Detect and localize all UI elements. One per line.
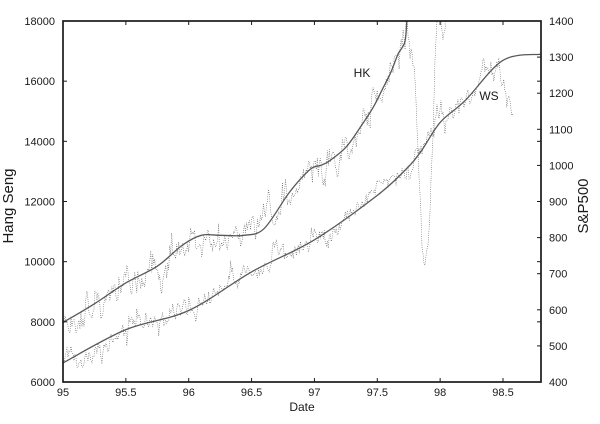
svg-text:97.5: 97.5 xyxy=(367,387,388,399)
svg-text:600: 600 xyxy=(549,305,567,317)
svg-text:10000: 10000 xyxy=(24,257,55,269)
svg-text:1400: 1400 xyxy=(549,16,573,28)
svg-text:1200: 1200 xyxy=(549,88,573,100)
svg-text:500: 500 xyxy=(549,341,567,353)
svg-text:16000: 16000 xyxy=(24,76,55,88)
svg-text:96: 96 xyxy=(183,387,195,399)
svg-text:98: 98 xyxy=(434,387,446,399)
svg-text:97: 97 xyxy=(308,387,320,399)
svg-text:700: 700 xyxy=(549,269,567,281)
svg-text:HK: HK xyxy=(354,66,371,80)
svg-text:800: 800 xyxy=(549,233,567,245)
svg-text:95.5: 95.5 xyxy=(115,387,136,399)
svg-text:14000: 14000 xyxy=(24,136,55,148)
svg-text:6000: 6000 xyxy=(31,377,55,389)
svg-text:1100: 1100 xyxy=(549,124,573,136)
svg-text:95: 95 xyxy=(57,387,69,399)
svg-text:8000: 8000 xyxy=(31,317,55,329)
svg-text:1300: 1300 xyxy=(549,52,573,64)
svg-text:Date: Date xyxy=(289,400,315,414)
svg-text:12000: 12000 xyxy=(24,197,55,209)
svg-text:1000: 1000 xyxy=(549,160,573,172)
svg-text:400: 400 xyxy=(549,377,567,389)
svg-text:900: 900 xyxy=(549,197,567,209)
svg-text:96.5: 96.5 xyxy=(241,387,262,399)
svg-text:18000: 18000 xyxy=(24,16,55,28)
svg-text:S&P500: S&P500 xyxy=(575,178,592,233)
svg-text:Hang Seng: Hang Seng xyxy=(0,168,17,243)
svg-text:WS: WS xyxy=(479,89,498,103)
svg-text:98.5: 98.5 xyxy=(492,387,513,399)
